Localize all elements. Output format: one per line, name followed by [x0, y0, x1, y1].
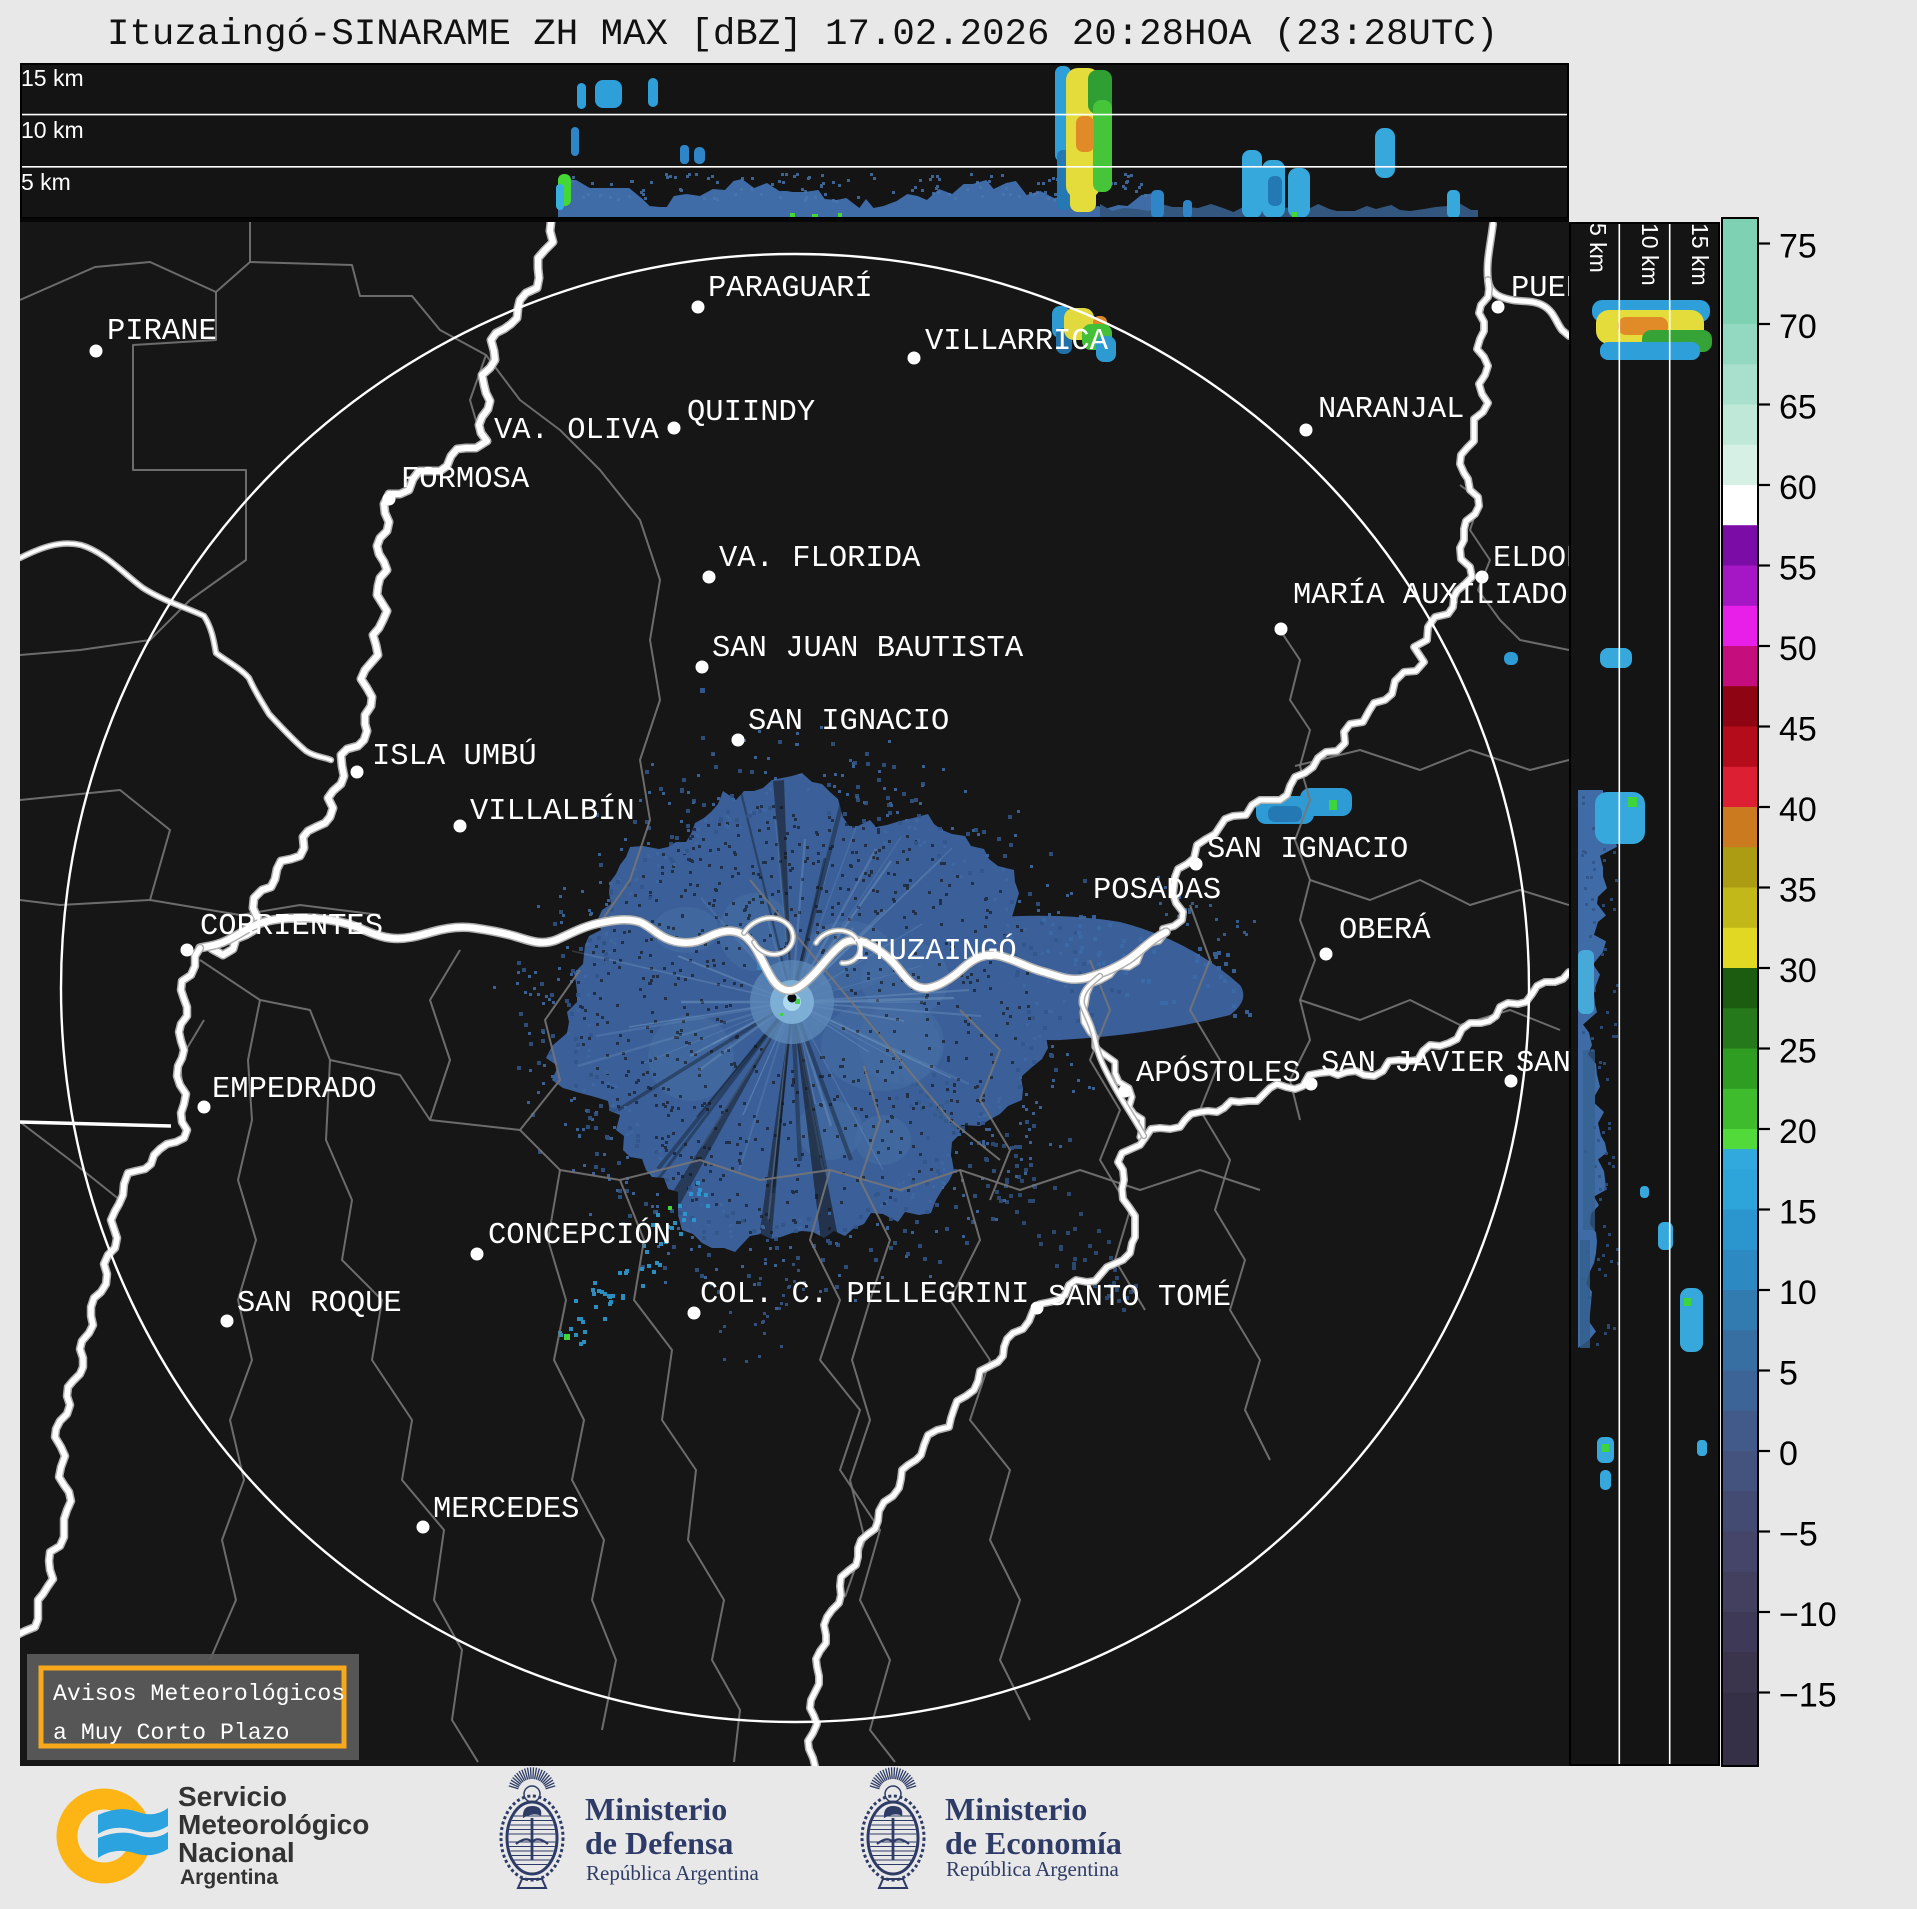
svg-text:COL. C. PELLEGRINI: COL. C. PELLEGRINI — [700, 1278, 1029, 1312]
svg-text:10: 10 — [1779, 1274, 1817, 1312]
svg-text:25: 25 — [1779, 1033, 1817, 1071]
svg-text:República Argentina: República Argentina — [946, 1857, 1119, 1881]
svg-text:5 km: 5 km — [1585, 223, 1611, 273]
svg-text:45: 45 — [1779, 711, 1817, 749]
svg-text:75: 75 — [1779, 228, 1817, 266]
svg-text:−10: −10 — [1779, 1596, 1837, 1634]
svg-text:Argentina: Argentina — [180, 1866, 278, 1889]
svg-text:55: 55 — [1779, 550, 1817, 588]
svg-text:PARAGUARÍ: PARAGUARÍ — [708, 269, 873, 306]
svg-text:40: 40 — [1779, 791, 1817, 829]
svg-text:10 km: 10 km — [1637, 223, 1663, 286]
svg-text:QUIINDY: QUIINDY — [687, 396, 815, 430]
svg-text:35: 35 — [1779, 872, 1817, 910]
svg-text:VILLARRICA: VILLARRICA — [925, 325, 1109, 359]
svg-text:CORRIENTES: CORRIENTES — [200, 910, 383, 944]
svg-text:15 km: 15 km — [21, 65, 84, 91]
svg-text:SAN JUAN BAUTISTA: SAN JUAN BAUTISTA — [712, 632, 1024, 666]
svg-text:EMPEDRADO: EMPEDRADO — [212, 1073, 377, 1107]
svg-text:Meteorológico: Meteorológico — [178, 1809, 369, 1840]
svg-text:70: 70 — [1779, 308, 1817, 346]
svg-text:30: 30 — [1779, 952, 1817, 990]
svg-text:SAN IGNACIO: SAN IGNACIO — [748, 705, 949, 739]
svg-text:Avisos Meteorológicos: Avisos Meteorológicos — [53, 1681, 345, 1707]
svg-text:5 km: 5 km — [21, 169, 71, 195]
svg-text:0: 0 — [1779, 1435, 1798, 1473]
svg-text:5: 5 — [1779, 1355, 1798, 1393]
svg-text:−5: −5 — [1779, 1516, 1818, 1554]
svg-text:a Muy Corto Plazo: a Muy Corto Plazo — [53, 1720, 290, 1746]
svg-text:15: 15 — [1779, 1194, 1817, 1232]
svg-text:SAN ROQUE: SAN ROQUE — [237, 1287, 402, 1321]
svg-text:CONCEPCIÓN: CONCEPCIÓN — [488, 1216, 671, 1253]
svg-text:POSADAS: POSADAS — [1093, 874, 1221, 908]
svg-text:Nacional: Nacional — [178, 1837, 295, 1868]
svg-text:PUERTO RICO: PUERTO RICO — [1511, 272, 1569, 306]
svg-text:Ministerio: Ministerio — [945, 1791, 1087, 1827]
svg-text:de Defensa: de Defensa — [585, 1825, 733, 1861]
svg-text:VA. FLORIDA: VA. FLORIDA — [719, 542, 921, 576]
svg-text:ITUZAINGÓ: ITUZAINGÓ — [852, 932, 1017, 969]
svg-text:−15: −15 — [1779, 1677, 1837, 1715]
svg-text:60: 60 — [1779, 469, 1817, 507]
svg-text:FORMOSA: FORMOSA — [401, 463, 530, 497]
svg-text:ELDORADO: ELDORADO — [1493, 542, 1569, 576]
svg-text:OBERÁ: OBERÁ — [1339, 911, 1431, 948]
svg-text:MERCEDES: MERCEDES — [433, 1493, 579, 1527]
svg-text:20: 20 — [1779, 1113, 1817, 1151]
svg-text:SAN JAVIER: SAN JAVIER — [1321, 1047, 1504, 1081]
svg-text:Servicio: Servicio — [178, 1781, 287, 1812]
svg-text:APÓSTOLES: APÓSTOLES — [1136, 1054, 1301, 1091]
svg-text:ISLA UMBÚ: ISLA UMBÚ — [372, 737, 537, 774]
svg-text:VILLALBÍN: VILLALBÍN — [470, 792, 635, 829]
svg-text:10 km: 10 km — [21, 117, 84, 143]
svg-text:MARÍA AUXILIADORA: MARÍA AUXILIADORA — [1293, 576, 1569, 613]
svg-text:NARANJAL: NARANJAL — [1318, 393, 1464, 427]
svg-text:SAN IGNACIO: SAN IGNACIO — [1207, 833, 1408, 867]
svg-text:de Economía: de Economía — [945, 1825, 1122, 1861]
svg-text:PIRANE: PIRANE — [107, 315, 217, 349]
svg-text:65: 65 — [1779, 389, 1817, 427]
svg-text:VA. OLIVA: VA. OLIVA — [494, 414, 659, 448]
svg-text:50: 50 — [1779, 630, 1817, 668]
svg-text:SAN VICENTE: SAN VICENTE — [1516, 1047, 1569, 1081]
svg-text:Ministerio: Ministerio — [585, 1791, 727, 1827]
svg-text:15 km: 15 km — [1687, 223, 1713, 286]
svg-text:SANTO TOMÉ: SANTO TOMÉ — [1048, 1278, 1231, 1315]
svg-text:República Argentina: República Argentina — [586, 1861, 759, 1885]
